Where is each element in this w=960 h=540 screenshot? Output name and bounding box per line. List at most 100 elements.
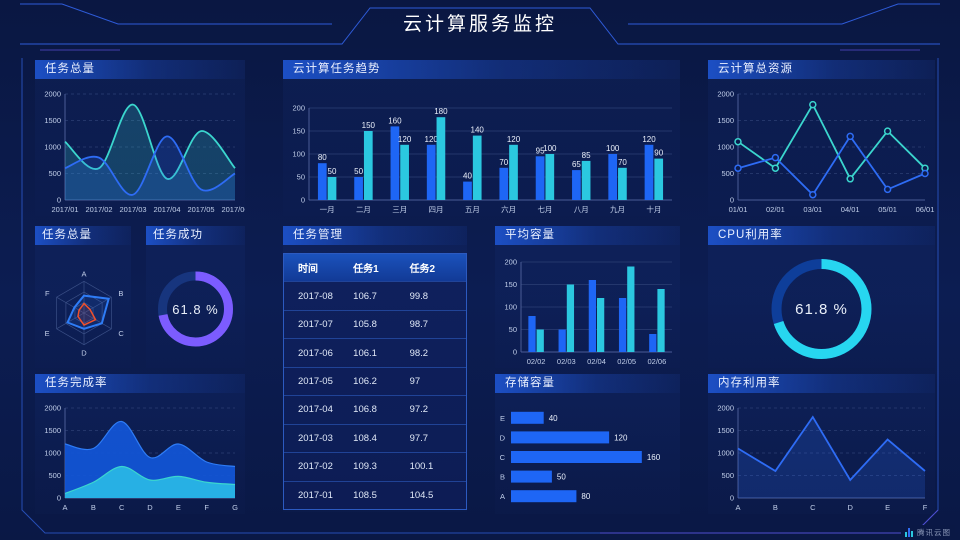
chart-memory-usage: 0 500 1000 1500 2000 A B C D E F [708,398,935,514]
svg-text:2017/01: 2017/01 [51,205,78,214]
svg-text:1500: 1500 [717,116,734,125]
svg-text:C: C [810,503,816,512]
table-cell: 104.5 [409,489,434,501]
svg-text:65: 65 [572,160,581,169]
svg-text:B: B [91,503,96,512]
table-cell: 99.8 [409,290,429,302]
chart-completion-rate: 0 500 1000 1500 2000 A B C D E F G [35,398,245,514]
svg-text:2017/03: 2017/03 [119,205,146,214]
svg-text:01/01: 01/01 [729,205,748,214]
chart-task-total-line: 0 500 1000 1500 2000 2017/01 2017/02 2017/03 201… [35,84,248,216]
svg-text:200: 200 [292,104,305,113]
svg-text:95: 95 [536,146,545,155]
svg-text:E: E [885,503,890,512]
svg-text:2017/06: 2017/06 [221,205,245,214]
svg-text:三月: 三月 [392,205,407,214]
panel-title: 任务完成率 [35,374,245,393]
svg-text:二月: 二月 [356,205,371,214]
svg-text:D: D [500,433,506,442]
svg-text:160: 160 [647,453,661,462]
svg-text:1000: 1000 [44,449,61,458]
panel-title: 云计算任务趋势 [283,60,680,79]
table-cell: 2017-04 [298,404,333,416]
svg-text:61.8 %: 61.8 % [795,301,848,318]
panel-task-total-radar: 任务总量 A B C D E F [35,226,131,368]
svg-text:A: A [735,503,740,512]
panel-title: 任务成功 [146,226,245,245]
table-cell: 2017-07 [298,319,333,331]
svg-text:02/05: 02/05 [617,357,636,366]
table-cell: 时间 [298,264,318,276]
table-cell: 106.8 [353,404,377,416]
table-row: 2017-08 106.7 99.8 [284,281,466,310]
svg-text:2000: 2000 [44,404,61,413]
svg-text:70: 70 [618,158,627,167]
table-row: 2017-03 108.4 97.7 [284,423,466,453]
panel-task-trend: 云计算任务趋势 0 50 100 150 200 一月 二月 三月 四月 五月 六月 七月 八月 九月 十月… [283,60,680,216]
svg-text:0: 0 [57,494,61,503]
svg-text:C: C [119,503,125,512]
svg-text:70: 70 [499,158,508,167]
svg-text:40: 40 [549,414,558,423]
svg-text:A: A [500,492,505,501]
svg-text:C: C [500,453,506,462]
table-cell: 2017-05 [298,375,333,387]
panel-title: 任务管理 [283,226,467,245]
table-row: 2017-04 106.8 97.2 [284,395,466,424]
brand-text: 腾讯云图 [917,528,951,537]
svg-text:04/01: 04/01 [841,205,860,214]
chart-storage-capacity: E 40 D 120 C 160 B 50 A 80 [495,398,680,514]
svg-text:0: 0 [730,196,734,205]
svg-text:90: 90 [654,149,663,158]
svg-text:1500: 1500 [717,426,734,435]
brand-watermark: 腾讯云图 [901,525,955,540]
svg-text:A: A [62,503,67,512]
svg-text:120: 120 [425,135,439,144]
svg-text:F: F [45,289,50,298]
panel-title: CPU利用率 [708,226,935,245]
svg-text:03/01: 03/01 [803,205,822,214]
table-row: 2017-07 105.8 98.7 [284,309,466,339]
table-cell: 100.1 [409,461,434,473]
chart-task-total-radar: A B C D E F [35,250,131,368]
svg-text:100: 100 [543,144,557,153]
panel-cpu-usage: CPU利用率 61.8 % [708,226,935,368]
panel-task-total-line: 任务总量 0 500 1000 1500 2000 2017/01 2017/02 2017/… [35,60,249,216]
svg-text:02/01: 02/01 [766,205,785,214]
svg-text:F: F [923,503,928,512]
svg-text:2000: 2000 [44,90,61,99]
panel-storage: 存储容量 E 40 D 120 C 160 B 50 A 80 [495,374,680,514]
table-cell: 106.1 [353,347,377,359]
svg-text:02/03: 02/03 [557,357,576,366]
panel-title: 存储容量 [495,374,680,393]
table-row: 2017-01 108.5 104.5 [284,480,466,509]
table-row: 2017-05 106.2 97 [284,366,466,396]
table-cell: 108.4 [353,432,377,444]
svg-text:06/01: 06/01 [916,205,935,214]
chart-cpu-usage-donut: 61.8 % [708,250,935,368]
panel-title: 内存利用率 [708,374,935,393]
svg-text:1000: 1000 [717,143,734,152]
table-cell: 97.7 [409,432,429,444]
svg-text:0: 0 [730,494,734,503]
panel-title: 云计算总资源 [708,60,935,79]
svg-text:五月: 五月 [465,205,480,214]
svg-text:六月: 六月 [501,204,516,214]
task-management-table: 时间 任务1 任务2 2017-08 106.7 99.8 2017-07 105.8 98.7… [283,250,467,512]
chart-task-success-donut: 61.8 % [146,250,245,368]
svg-text:1000: 1000 [44,143,61,152]
svg-text:100: 100 [292,150,305,159]
svg-text:85: 85 [582,151,591,160]
table-cell: 105.8 [353,319,377,331]
svg-text:E: E [176,503,181,512]
panel-title: 平均容量 [495,226,680,245]
table-cell: 2017-02 [298,461,333,473]
svg-text:120: 120 [642,135,656,144]
svg-text:150: 150 [504,280,517,289]
svg-text:150: 150 [292,127,305,136]
svg-text:180: 180 [434,107,448,116]
panel-title: 任务总量 [35,226,131,245]
table-cell: 2017-03 [298,432,333,444]
chart-task-trend: 0 50 100 150 200 一月 二月 三月 四月 五月 六月 七月 八月 九月 十月 80 50 160 1… [283,84,680,216]
